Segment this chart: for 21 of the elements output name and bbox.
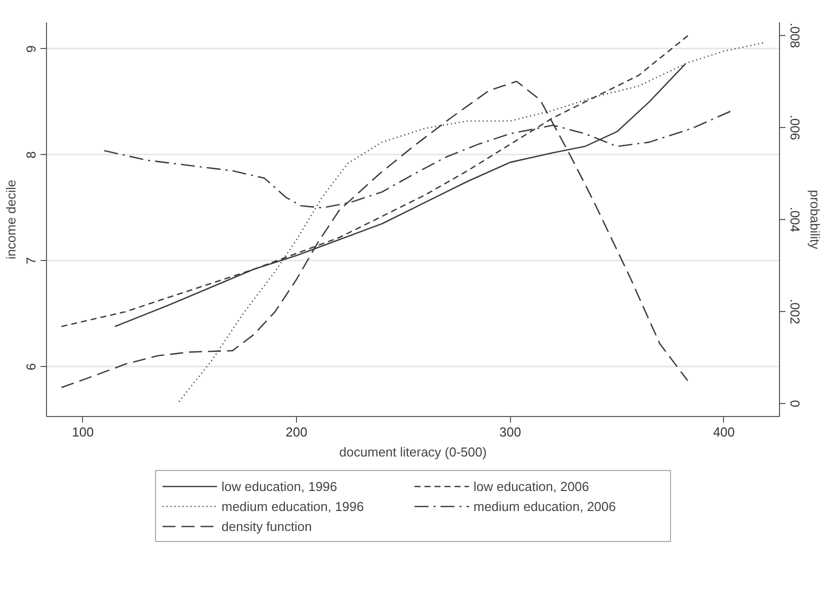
y-tick-label: 7 — [24, 257, 38, 264]
legend-label: low education, 2006 — [474, 478, 590, 495]
x-axis-title: document literacy (0-500) — [339, 444, 487, 460]
legend-label: low education, 1996 — [222, 478, 338, 495]
x-tick-label: 400 — [713, 424, 735, 440]
y-tick-label: 6 — [24, 363, 38, 370]
x-tick-label: 100 — [72, 424, 94, 440]
legend-label: medium education, 1996 — [222, 498, 365, 515]
y2-tick-label: 0 — [788, 400, 802, 408]
y2-tick-label: .008 — [788, 22, 802, 48]
y2-tick-label: .006 — [788, 114, 802, 140]
y-axis-title: income decile — [4, 180, 18, 260]
y2-tick-label: .004 — [788, 206, 802, 232]
x-tick-label: 300 — [499, 424, 522, 440]
y2-tick-label: .002 — [788, 298, 802, 324]
y2-axis-title: probability — [808, 190, 822, 250]
legend-label: medium education, 2006 — [474, 498, 617, 515]
y-tick-label: 8 — [24, 151, 38, 159]
x-tick-label: 200 — [286, 424, 308, 440]
y-tick-label: 9 — [24, 45, 38, 53]
legend-label: density function — [222, 518, 313, 535]
